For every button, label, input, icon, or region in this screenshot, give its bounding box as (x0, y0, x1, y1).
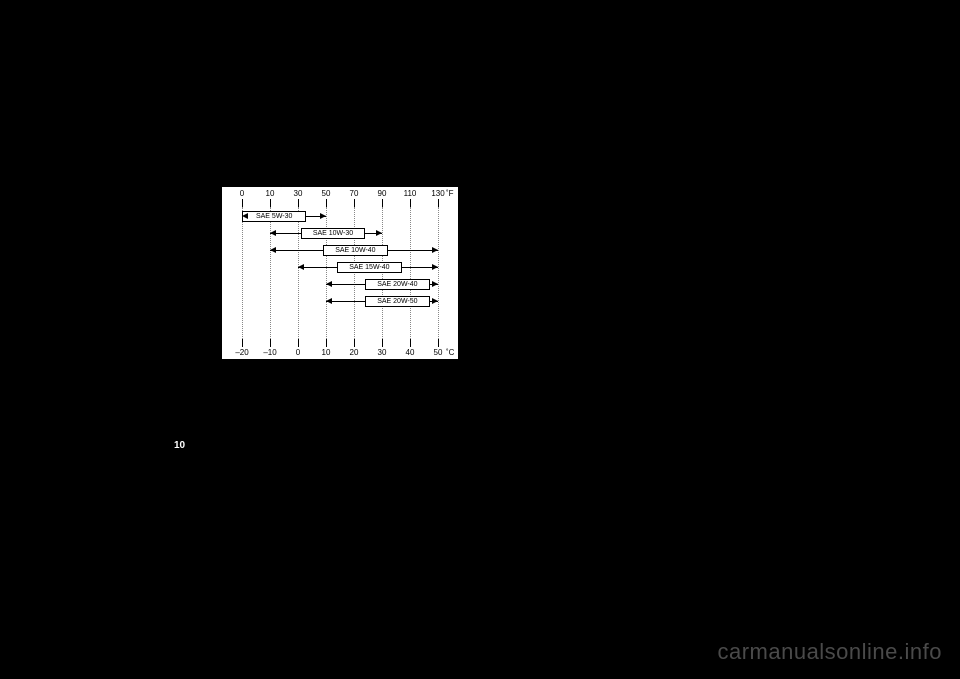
arrow-left-icon (270, 247, 276, 253)
arrow-left-icon (298, 264, 304, 270)
axis-label-celsius: 10 (322, 348, 331, 357)
axis-label-fahrenheit: 0 (240, 189, 244, 198)
tick-bottom (298, 339, 299, 347)
axis-label-fahrenheit: 70 (350, 189, 359, 198)
arrow-left-icon (326, 281, 332, 287)
tick-bottom (270, 339, 271, 347)
axis-label-celsius: 0 (296, 348, 300, 357)
oil-grade-label: SAE 15W-40 (337, 262, 401, 273)
arrow-right-icon (432, 264, 438, 270)
oil-grade-label: SAE 5W-30 (242, 211, 306, 222)
axis-label-fahrenheit: 50 (322, 189, 331, 198)
tick-top (298, 199, 299, 207)
tick-bottom (354, 339, 355, 347)
oil-grade-label: SAE 10W-30 (301, 228, 365, 239)
axis-label-celsius: –20 (235, 348, 248, 357)
axis-label-celsius: –10 (263, 348, 276, 357)
tick-bottom (438, 339, 439, 347)
oil-range-row: SAE 20W-40 (222, 279, 458, 293)
axis-label-fahrenheit: 90 (378, 189, 387, 198)
axis-label-fahrenheit: 10 (266, 189, 275, 198)
tick-top (270, 199, 271, 207)
tick-top (410, 199, 411, 207)
arrow-right-icon (320, 213, 326, 219)
oil-grade-label: SAE 20W-40 (365, 279, 429, 290)
axis-label-fahrenheit: 30 (294, 189, 303, 198)
arrow-left-icon (242, 213, 248, 219)
oil-viscosity-chart: 0 –20 10 –10 30 0 50 10 70 20 90 30 110 40 130 50 ˚F ˚C SA… (222, 187, 458, 359)
tick-top (326, 199, 327, 207)
axis-label-celsius: 50 (434, 348, 443, 357)
arrow-right-icon (432, 281, 438, 287)
watermark-text: carmanualsonline.info (717, 639, 942, 665)
arrow-right-icon (432, 298, 438, 304)
tick-bottom (410, 339, 411, 347)
tick-bottom (382, 339, 383, 347)
unit-celsius: ˚C (446, 348, 454, 357)
tick-bottom (326, 339, 327, 347)
arrow-left-icon (270, 230, 276, 236)
oil-grade-label: SAE 10W-40 (323, 245, 387, 256)
page-number: 10 (174, 440, 185, 451)
axis-label-celsius: 30 (378, 348, 387, 357)
unit-fahrenheit: ˚F (446, 189, 454, 198)
oil-grade-label: SAE 20W-50 (365, 296, 429, 307)
oil-range-row: SAE 10W-40 (222, 245, 458, 259)
oil-range-row: SAE 20W-50 (222, 296, 458, 310)
oil-range-row: SAE 5W-30 (222, 211, 458, 225)
tick-top (382, 199, 383, 207)
axis-label-celsius: 40 (406, 348, 415, 357)
oil-range-row: SAE 15W-40 (222, 262, 458, 276)
axis-label-celsius: 20 (350, 348, 359, 357)
tick-bottom (242, 339, 243, 347)
tick-top (438, 199, 439, 207)
axis-label-fahrenheit: 110 (404, 189, 417, 198)
arrow-right-icon (376, 230, 382, 236)
tick-top (354, 199, 355, 207)
oil-range-row: SAE 10W-30 (222, 228, 458, 242)
tick-top (242, 199, 243, 207)
arrow-left-icon (326, 298, 332, 304)
arrow-right-icon (432, 247, 438, 253)
axis-label-fahrenheit: 130 (431, 189, 444, 198)
